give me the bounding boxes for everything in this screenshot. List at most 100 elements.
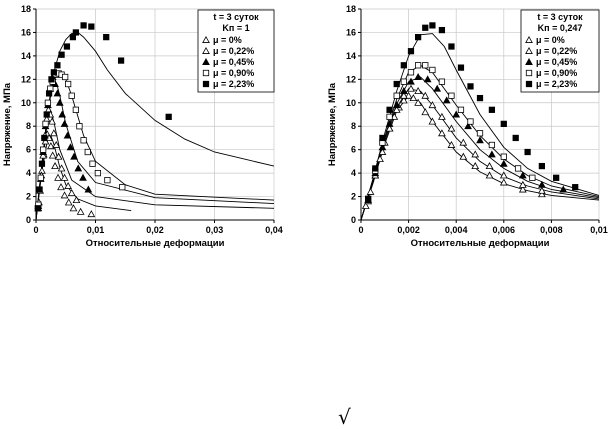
open-triangle-marker	[399, 91, 408, 99]
open-square-marker	[68, 92, 75, 99]
open-triangle-marker	[51, 162, 59, 170]
open-triangle-marker	[428, 101, 437, 109]
open-triangle-marker	[525, 46, 533, 54]
data-points	[361, 22, 579, 209]
y-axis-title: Напряжение, МПа	[327, 82, 338, 166]
filled-square-marker	[407, 48, 415, 55]
x-tick-label: 0,04	[265, 225, 283, 235]
filled-triangle-marker	[414, 72, 422, 80]
legend-box	[520, 9, 600, 93]
open-triangle-marker	[41, 137, 50, 145]
open-square-marker	[467, 118, 474, 125]
open-triangle-marker	[202, 35, 210, 43]
open-triangle-marker	[421, 91, 430, 99]
open-square-marker	[42, 120, 49, 127]
open-triangle-marker	[39, 151, 48, 159]
legend-entry-label: μ = 0,90%	[536, 68, 577, 78]
open-triangle-marker	[57, 164, 66, 172]
open-triangle-marker	[49, 129, 58, 137]
y-tick-label: 0	[26, 215, 31, 225]
filled-square-marker	[34, 205, 41, 212]
open-triangle-marker	[54, 152, 63, 160]
filled-square-marker	[372, 165, 379, 172]
chart-left: 0 2 4 6 8 10 12 14 16 18 0 0,01 0,02 0,03 0,04 Относите…	[2, 4, 283, 249]
open-triangle-marker	[538, 186, 546, 194]
legend-entry-label: μ = 0,45%	[213, 57, 254, 67]
filled-triangle-marker	[488, 150, 496, 158]
open-triangle-marker	[52, 140, 61, 148]
series-points	[364, 84, 546, 205]
open-triangle-marker	[518, 185, 527, 193]
legend-entry-label: μ = 0,90%	[213, 68, 254, 78]
open-triangle-marker	[361, 201, 370, 209]
open-square-marker	[476, 130, 484, 137]
filled-square-marker	[524, 148, 531, 156]
filled-triangle-marker	[378, 143, 387, 151]
open-square-marker	[414, 62, 422, 69]
filled-square-marker	[54, 62, 61, 69]
filled-triangle-marker	[442, 96, 451, 104]
y-tick-label: 2	[351, 192, 356, 202]
legend-entry-label: μ = 2,23%	[213, 79, 254, 89]
x-tick-label: 0,01	[590, 225, 608, 235]
filled-square-marker	[429, 22, 436, 29]
filled-square-marker	[38, 160, 46, 167]
filled-square-marker	[553, 174, 560, 181]
series-points	[364, 72, 568, 204]
filled-square-marker	[500, 120, 507, 127]
open-triangle-marker	[485, 162, 494, 170]
open-triangle-marker	[392, 105, 401, 113]
filled-square-marker	[72, 29, 79, 36]
open-square-marker	[422, 62, 429, 69]
filled-square-marker	[422, 24, 429, 31]
open-triangle-marker	[202, 46, 210, 54]
filled-triangle-marker	[407, 77, 415, 85]
y-tick-label: 10	[21, 98, 31, 108]
open-square-marker	[400, 78, 407, 85]
open-square-marker	[202, 69, 210, 77]
open-square-marker	[514, 165, 522, 172]
filled-square-marker	[58, 51, 65, 58]
filled-triangle-marker	[58, 110, 67, 118]
open-triangle-marker	[48, 117, 56, 125]
open-triangle-marker	[471, 150, 480, 158]
open-square-marker	[44, 99, 52, 106]
open-triangle-marker	[485, 171, 494, 179]
y-tick-label: 8	[26, 121, 31, 131]
filled-square-marker	[43, 111, 50, 118]
filled-triangle-marker	[538, 180, 546, 188]
series-points	[365, 62, 536, 203]
open-square-marker	[40, 146, 47, 153]
filled-square-marker	[50, 69, 57, 76]
y-tick-label: 2	[26, 192, 31, 202]
filled-triangle-marker	[70, 152, 78, 160]
open-square-marker	[72, 106, 79, 113]
open-triangle-marker	[60, 191, 69, 199]
filled-triangle-marker	[518, 171, 527, 179]
open-triangle-marker	[378, 147, 387, 155]
open-triangle-marker	[407, 84, 415, 92]
data-points	[34, 22, 172, 218]
x-axis-title: Относительные деформации	[86, 238, 225, 249]
legend-title-line: t = 3 суток	[213, 12, 259, 22]
open-triangle-marker	[438, 129, 446, 137]
legend-title-line: Kп = 0,247	[538, 23, 583, 33]
x-tick-label: 0	[33, 225, 38, 235]
filled-triangle-marker	[559, 185, 568, 193]
open-triangle-marker	[421, 108, 430, 116]
open-square-marker	[457, 106, 465, 113]
open-square-marker	[448, 92, 455, 99]
open-square-marker	[65, 80, 72, 88]
y-tick-label: 4	[351, 168, 356, 178]
x-tick-label: 0,008	[540, 225, 563, 235]
open-square-marker	[37, 174, 44, 181]
open-triangle-marker	[399, 96, 408, 104]
filled-square-marker	[525, 80, 533, 88]
y-tick-label: 0	[351, 215, 356, 225]
open-square-marker	[393, 92, 400, 99]
legend-entry-label: μ = 0,22%	[536, 46, 577, 56]
open-triangle-marker	[57, 183, 65, 191]
filled-square-marker	[538, 162, 545, 170]
